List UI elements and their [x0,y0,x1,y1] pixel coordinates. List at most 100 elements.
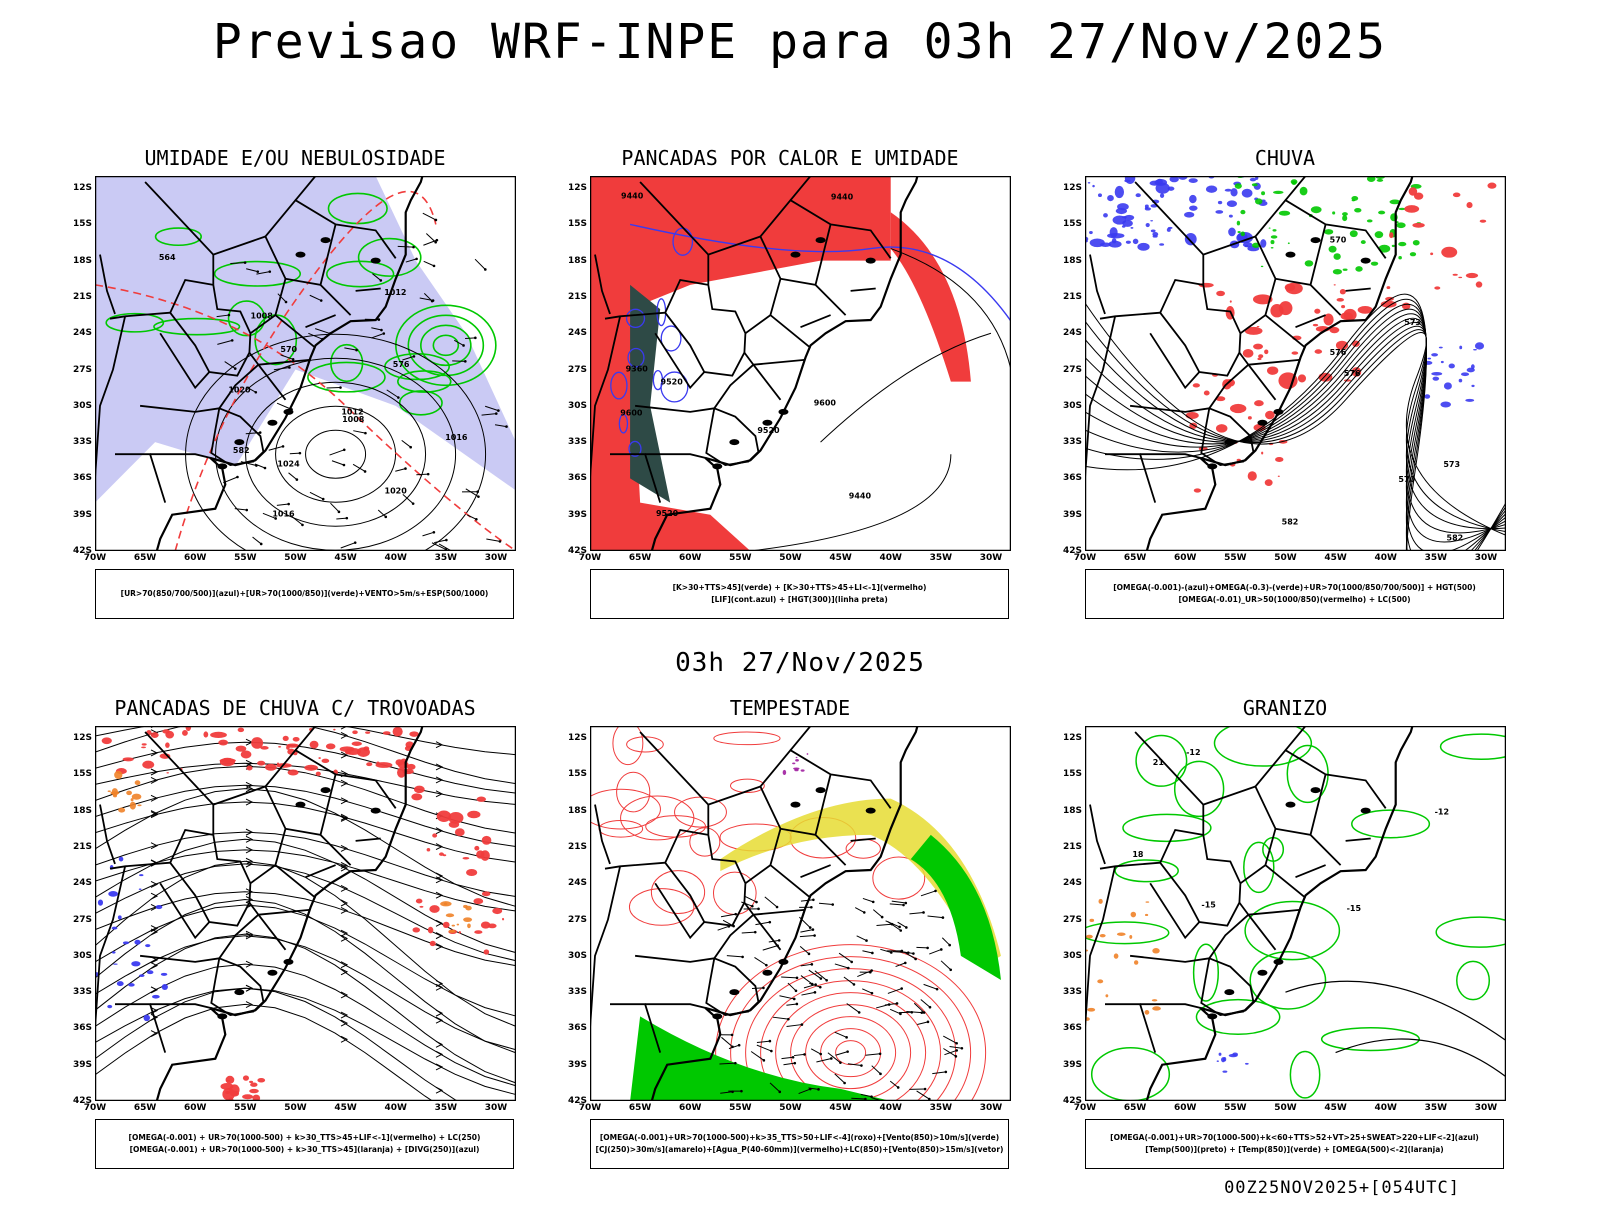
lake [283,409,293,415]
weather-cell [795,759,799,762]
wind-vector [928,916,943,918]
wind-vector [467,515,476,519]
weather-cell [108,790,111,792]
weather-cell [283,736,289,741]
weather-cell [145,944,150,947]
wind-vector-head [412,246,415,249]
wind-vector [353,464,365,471]
longitude-label: 40W [381,1103,411,1113]
panel-legend: [OMEGA(-0.001)+UR>70(1000-500)+k>35_TTS>… [590,1119,1009,1169]
map-tempestade [590,726,1011,1101]
temp-850-contour [1290,1052,1319,1098]
lake [371,808,381,814]
weather-cell [1086,935,1093,939]
lake [1273,409,1283,415]
wind-vector-head [811,963,814,966]
longitude-label: 60W [675,553,705,563]
weather-cell [1206,186,1217,193]
wind-vector [917,1091,930,1099]
longitude-label: 70W [1070,553,1100,563]
wind-vector-head [899,929,902,932]
wind-vector-head [897,1086,900,1089]
wind-vector-head [345,517,348,520]
state-border [801,865,831,877]
wind-vector-head [464,360,467,363]
weather-cell [1378,211,1385,215]
weather-cell [1257,326,1260,327]
state-border [1255,200,1385,279]
weather-cell [428,927,433,934]
contour-label: 9440 [849,492,872,501]
wind-vector-head [924,1088,927,1091]
wind-vector-head [819,986,822,989]
latitude-label: 24S [555,328,587,338]
weather-cell [1254,400,1264,406]
weather-cell [1168,227,1173,229]
lake [295,802,305,808]
wind-vector-head [244,261,247,264]
weather-cell [1261,266,1264,267]
weather-cell [1098,193,1102,197]
weather-cell [113,963,118,964]
lake [1361,258,1371,264]
weather-cell [175,348,179,350]
wind-vector-head [793,998,796,1001]
legend-line: [K>30+TTS>45](verde) + [K>30+TTS>45+LI<-… [591,582,1008,594]
wind-vector-head [902,904,905,907]
latitude-label: 39S [1050,1060,1082,1070]
state-border [170,830,250,926]
weather-cell [1225,189,1232,192]
weather-cell [257,1078,265,1083]
state-border [745,865,810,898]
weather-cell [220,758,236,763]
weather-cell [1117,932,1126,936]
weather-cell [1152,232,1158,237]
state-border [160,883,209,937]
longitude-label: 70W [575,553,605,563]
weather-cell [1186,412,1199,419]
wind-vector [727,956,743,957]
flow-arrow [151,1031,157,1037]
wind-vector-head [879,1073,882,1076]
wind-vector [466,489,479,497]
streamline [95,850,515,911]
wind-vector-head [228,314,231,317]
weather-cell [783,770,787,775]
wind-vector-head [741,956,744,959]
weather-cell [1152,1006,1161,1010]
weather-cell [1150,181,1160,186]
temp-850-contour [1441,734,1506,759]
panel-title: PANCADAS POR CALOR E UMIDADE [555,146,1025,170]
weather-cell [1218,201,1222,204]
lake [729,989,739,995]
wind-vector-head [765,964,768,967]
wind-vector-head [888,1003,891,1006]
latitude-label: 21S [60,292,92,302]
latitude-label: 30S [60,951,92,961]
state-border [706,408,758,465]
wind-vector-head [731,1090,734,1093]
contour-label: 18 [1132,850,1144,859]
weather-cell [1090,238,1105,247]
contour-label: 564 [159,253,176,262]
map-trovoadas [95,726,516,1101]
latitude-label: 39S [555,510,587,520]
wind-vector-head [413,355,416,358]
state-border [1100,863,1160,869]
wind-vector [865,1054,880,1055]
latitude-label: 24S [60,328,92,338]
contour-label: 573 [1404,318,1421,327]
lake [866,258,876,264]
wind-vector-head [338,511,341,514]
state-border [753,360,804,365]
wind-vector [755,922,769,924]
weather-cell [360,242,363,244]
weather-cell [193,252,207,259]
legend-line: [OMEGA(-0.01)_UR>50(1000/850)(vermelho) … [1086,594,1503,606]
wind-vector [794,1054,804,1055]
state-border [115,1004,165,1052]
panel-legend: [OMEGA(-0.001)+UR>70(1000-500)+k<60+TTS>… [1085,1119,1504,1169]
wind-vector-head [409,446,412,449]
weather-cell [1354,208,1361,213]
weather-cell [1110,227,1118,238]
